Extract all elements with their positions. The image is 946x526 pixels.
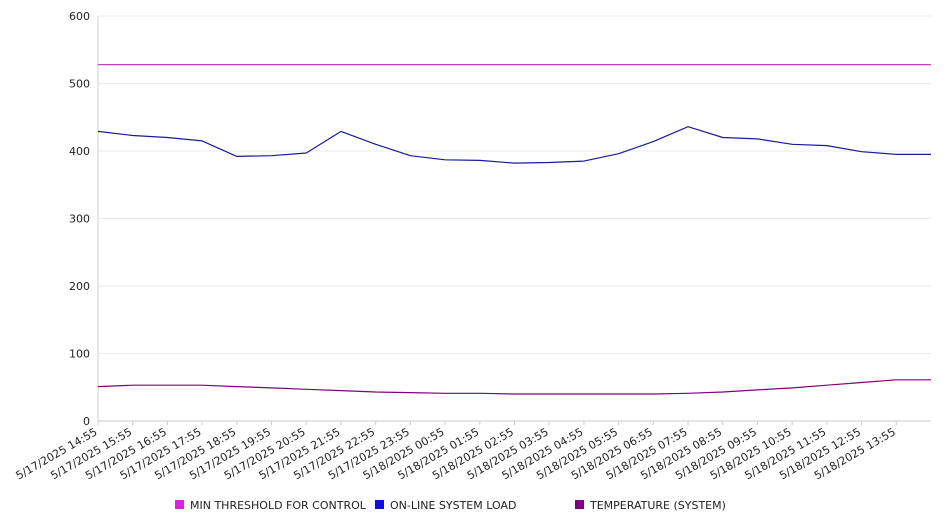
legend-swatch (375, 500, 384, 509)
legend-label: MIN THRESHOLD FOR CONTROL (190, 499, 367, 512)
x-axis-tick-labels: 5/17/2025 14:555/17/2025 15:555/17/2025 … (14, 425, 898, 482)
y-tick-label: 300 (69, 213, 90, 226)
y-tick-label: 0 (83, 415, 90, 428)
series-line-2 (97, 126, 931, 164)
legend-swatch (575, 500, 584, 509)
legend-label: ON-LINE SYSTEM LOAD (390, 499, 516, 512)
series-line-3 (97, 379, 931, 395)
legend-swatch (175, 500, 184, 509)
y-tick-label: 400 (69, 145, 90, 158)
gridlines (98, 15, 931, 354)
y-tick-label: 600 (69, 10, 90, 23)
series-lines (97, 63, 931, 395)
axes (97, 16, 931, 425)
y-tick-label: 200 (69, 280, 90, 293)
y-tick-label: 500 (69, 78, 90, 91)
legend: MIN THRESHOLD FOR CONTROL ON-LINE SYSTEM … (175, 499, 726, 512)
y-axis-tick-labels: 0 100 200 300 400 500 600 (69, 10, 90, 428)
legend-label: TEMPERATURE (SYSTEM) (589, 499, 726, 512)
y-tick-label: 100 (69, 348, 90, 361)
